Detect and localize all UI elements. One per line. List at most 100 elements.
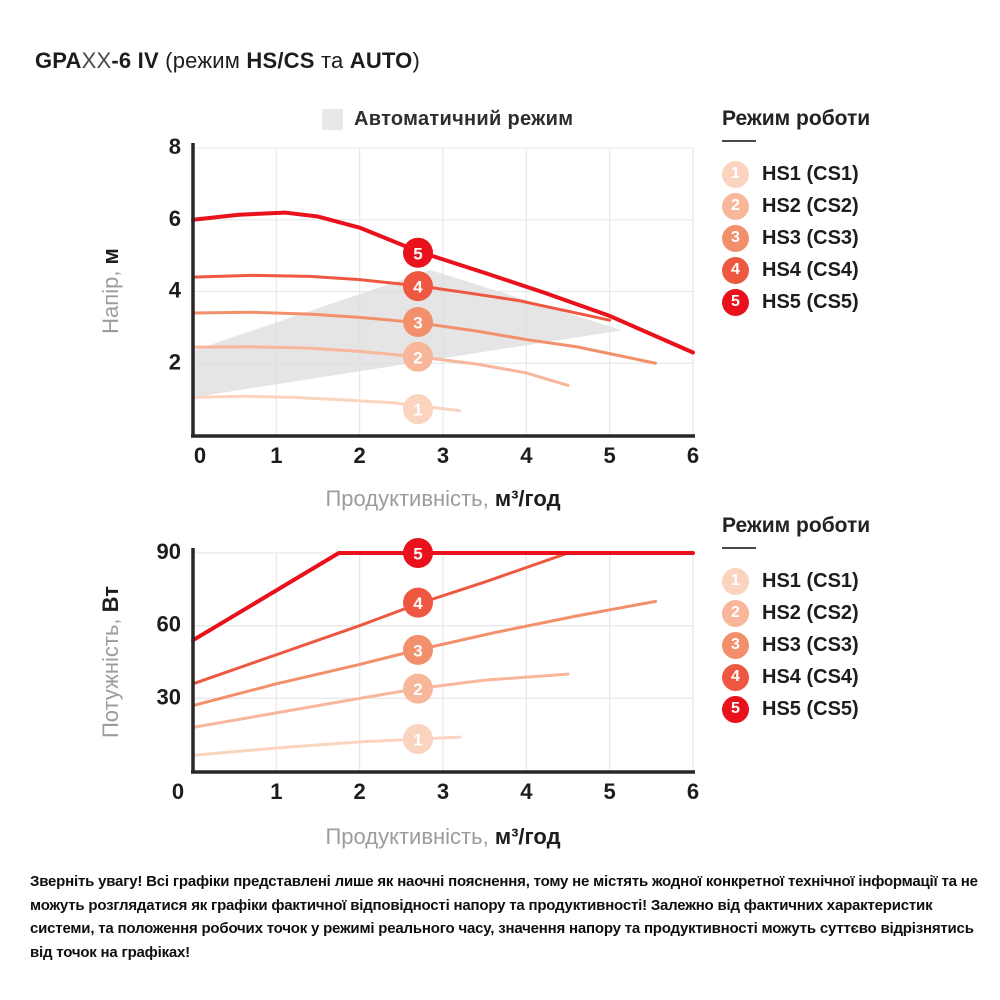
- legend-item-label: HS4 (CS4): [762, 258, 859, 281]
- curve-badge-2: [403, 341, 433, 372]
- title-conj: та: [314, 48, 350, 73]
- curve-badge-number: 1: [413, 401, 422, 420]
- legend-item-label: HS1 (CS1): [762, 162, 859, 185]
- mode-legend-bottom: Режим роботи 1 HS1 (CS1) 2 HS2 (CS2) 3 HS3 (C…: [722, 514, 952, 725]
- x-tick-label: 6: [687, 779, 699, 804]
- x-tick-label: 4: [520, 443, 533, 468]
- curve-5: [191, 551, 695, 643]
- curve-badge-3: [403, 306, 433, 337]
- legend-item-label: HS2 (CS2): [762, 601, 859, 624]
- y-tick-label: 90: [157, 539, 181, 564]
- curve-badge-5: [403, 237, 433, 268]
- curve-2: [191, 672, 570, 729]
- x-tick-label: 2: [354, 443, 366, 468]
- y-tick-label: 8: [169, 134, 181, 159]
- x-axis-title-top-unit: м³/год: [494, 486, 561, 511]
- legend-item-label: HS4 (CS4): [762, 665, 859, 688]
- curve-badge-number: 2: [413, 348, 422, 367]
- legend-mode-badge: 1: [722, 567, 749, 595]
- x-tick-label: 1: [270, 779, 282, 804]
- legend-item-label: HS2 (CS2): [762, 194, 859, 217]
- legend-item: 5 HS5 (CS5): [722, 286, 952, 318]
- curve-badge-number: 4: [413, 594, 423, 613]
- legend-item: 3 HS3 (CS3): [722, 629, 952, 661]
- curve-badge-5: [403, 538, 433, 568]
- legend-mode-badge: 3: [722, 224, 749, 252]
- title-mode-auto: AUTO: [349, 48, 413, 73]
- y-axis-title-power-unit: Вт: [98, 585, 123, 613]
- y-tick-label: 30: [157, 684, 181, 709]
- legend-item: 3 HS3 (CS3): [722, 222, 952, 254]
- auto-mode-label: Автоматичний режим: [354, 108, 574, 130]
- page-title: GPAXX-6 IV (режим HS/CS та AUTO): [35, 48, 420, 74]
- curve-badge-4: [403, 271, 433, 302]
- title-open: (режим: [158, 48, 247, 73]
- legend-item: 1 HS1 (CS1): [722, 158, 952, 190]
- legend-mode-badge: 2: [722, 192, 749, 220]
- mode-legend-title: Режим роботи: [722, 514, 871, 537]
- x-tick-label: 3: [437, 443, 449, 468]
- curve-badge-4: [403, 587, 433, 618]
- legend-mode-badge: 4: [722, 256, 749, 284]
- legend-item: 2 HS2 (CS2): [722, 190, 952, 222]
- legend-item: 4 HS4 (CS4): [722, 661, 952, 693]
- title-model-suffix: -6 IV: [111, 48, 159, 73]
- curve-2: [191, 345, 570, 387]
- legend-mode-badge: 3: [722, 631, 749, 659]
- auto-mode-swatch: [322, 109, 343, 130]
- y-axis-title-head-name: Напір,: [98, 270, 123, 334]
- legend-item: 1 HS1 (CS1): [722, 565, 952, 597]
- x-tick-label: 3: [437, 779, 449, 804]
- curve-3: [191, 310, 657, 365]
- auto-mode-legend: Автоматичний режим: [322, 108, 573, 131]
- title-model-placeholder: XX: [81, 48, 112, 73]
- legend-item-label: HS1 (CS1): [762, 569, 859, 592]
- curve-badge-2: [403, 673, 433, 704]
- x-tick-label: 6: [687, 443, 699, 468]
- y-tick-label: 4: [169, 278, 182, 303]
- x-axis-title-bottom-unit: м³/год: [494, 824, 561, 849]
- curve-badge-number: 3: [413, 313, 422, 332]
- y-axis-title-head: Напір, м: [98, 248, 124, 334]
- disclaimer-text: Зверніть увагу! Всі графіки представлені…: [30, 873, 978, 961]
- legend-item-label: HS5 (CS5): [762, 290, 859, 313]
- curve-badge-number: 5: [413, 545, 422, 564]
- chart-head-vs-flow: 2 4 6 8 0 1 2 3 4 5 6 1 2 3 4 5: [169, 134, 699, 468]
- y-tick-label: 6: [169, 206, 181, 231]
- legend-items: 1 HS1 (CS1) 2 HS2 (CS2) 3 HS3 (CS3) 4 HS4 (CS4)…: [722, 158, 952, 318]
- mode-legend-top: Режим роботи 1 HS1 (CS1) 2 HS2 (CS2) 3 HS3 (C…: [722, 107, 952, 318]
- x-tick-label: 1: [270, 443, 282, 468]
- legend-item-label: HS3 (CS3): [762, 226, 859, 249]
- curve-badge-number: 5: [413, 244, 422, 263]
- legend-items: 1 HS1 (CS1) 2 HS2 (CS2) 3 HS3 (CS3) 4 HS4 (CS4)…: [722, 565, 952, 725]
- title-close: ): [412, 48, 420, 73]
- x-axis-title-top: Продуктивність, м³/год: [325, 486, 560, 512]
- x-tick-label: 5: [604, 443, 616, 468]
- curve-badge-3: [403, 634, 433, 665]
- legend-rule: [722, 140, 756, 142]
- mode-legend-title: Режим роботи: [722, 107, 871, 130]
- legend-item-label: HS3 (CS3): [762, 633, 859, 656]
- y-tick-label: 2: [169, 349, 181, 374]
- legend-mode-badge: 5: [722, 288, 749, 316]
- y-axis-title-power-name: Потужність,: [98, 618, 123, 739]
- legend-item-label: HS5 (CS5): [762, 697, 859, 720]
- legend-item: 4 HS4 (CS4): [722, 254, 952, 286]
- legend-mode-badge: 2: [722, 599, 749, 627]
- legend-item: 5 HS5 (CS5): [722, 693, 952, 725]
- x-tick-label: 0: [172, 779, 184, 804]
- curve-badge-number: 3: [413, 641, 422, 660]
- legend-mode-badge: 4: [722, 663, 749, 691]
- title-brand: GPA: [35, 48, 82, 73]
- x-axis-title-bottom-name: Продуктивність,: [325, 824, 489, 849]
- curve-5: [191, 210, 695, 355]
- x-tick-label: 4: [520, 779, 533, 804]
- curve-badge-number: 1: [413, 731, 422, 750]
- legend-rule: [722, 547, 756, 549]
- curve-badge-1: [403, 724, 433, 755]
- x-tick-label: 2: [354, 779, 366, 804]
- curve-badge-number: 4: [413, 278, 423, 297]
- x-tick-label: 0: [194, 443, 206, 468]
- curve-badge-1: [403, 394, 433, 425]
